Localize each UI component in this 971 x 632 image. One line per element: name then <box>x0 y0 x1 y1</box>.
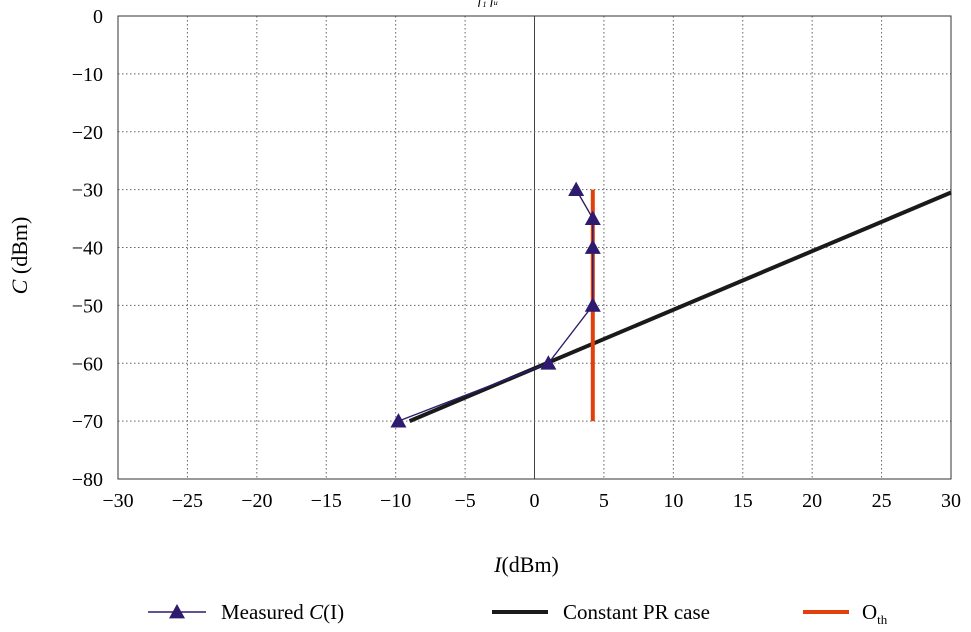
legend-label-measured-suffix: (I) <box>323 600 344 624</box>
grid <box>118 16 951 479</box>
legend-item-oth: Oth <box>803 600 888 627</box>
x-axis-title: I(dBm) <box>493 552 559 577</box>
series-line-1 <box>408 190 952 423</box>
x-tick-label: 5 <box>599 490 609 512</box>
series-point-measured <box>540 355 557 370</box>
legend-label-oth-subscript: th <box>877 612 888 627</box>
legend-label-measured-symbol: C <box>309 600 324 624</box>
x-tick-label: −20 <box>241 490 272 512</box>
series-point-measured <box>584 210 601 225</box>
series-point-measured <box>568 181 585 197</box>
legend-item-measured: Measured C(I) <box>148 600 344 624</box>
legend-label-measured: Measured C(I) <box>221 600 344 624</box>
y-axis-title-symbol: C <box>7 279 32 294</box>
series-point-measured <box>584 239 601 254</box>
y-tick-label: −30 <box>72 180 103 202</box>
y-tick-label: −40 <box>72 238 103 260</box>
legend-label-measured-prefix: Measured <box>221 600 309 624</box>
legend-label-constant-pr: Constant PR case <box>563 600 710 624</box>
plot-frame <box>117 15 952 480</box>
x-tick-label: 25 <box>872 490 892 512</box>
x-tick-label: 15 <box>733 490 753 512</box>
y-tick-label: −50 <box>72 295 103 317</box>
x-axis-title-symbol: I <box>493 552 503 577</box>
y-tick-label: 0 <box>93 6 103 28</box>
y-tick-label: −60 <box>72 353 103 375</box>
x-tick-labels: −30 −25 −20 −15 −10 −5 0 5 10 15 20 25 30 <box>102 490 961 512</box>
y-tick-label: −10 <box>72 64 103 86</box>
x-tick-label: 10 <box>663 490 683 512</box>
legend-label-oth-main: O <box>862 600 877 624</box>
x-tick-label: −10 <box>380 490 411 512</box>
x-tick-label: 0 <box>530 490 540 512</box>
x-tick-label: −15 <box>311 490 342 512</box>
legend-item-constant-pr: Constant PR case <box>492 600 710 624</box>
x-tick-label: −5 <box>454 490 475 512</box>
series-point-measured <box>390 413 407 428</box>
x-axis-title-unit: (dBm) <box>501 552 558 577</box>
x-tick-label: −25 <box>172 490 203 512</box>
y-tick-labels: 0 −10 −20 −30 −40 −50 −60 −70 −80 <box>72 6 103 491</box>
x-tick-label: −30 <box>102 490 133 512</box>
x-tick-label: 30 <box>941 490 961 512</box>
legend: Measured C(I) Constant PR case Oth <box>148 600 888 627</box>
x-tick-label: 20 <box>802 490 822 512</box>
y-tick-label: −20 <box>72 122 103 144</box>
series-point-measured <box>584 297 601 312</box>
legend-label-oth: Oth <box>862 600 888 627</box>
top-note: f₁ fᵤ <box>478 0 498 8</box>
y-tick-label: −70 <box>72 411 103 433</box>
y-axis-title-unit: (dBm) <box>7 217 32 280</box>
series-layer <box>390 181 952 428</box>
series-line-0 <box>398 189 594 422</box>
y-axis-title: C (dBm) <box>7 217 32 295</box>
y-tick-label: −80 <box>72 469 103 491</box>
legend-marker-triangle <box>169 604 185 619</box>
